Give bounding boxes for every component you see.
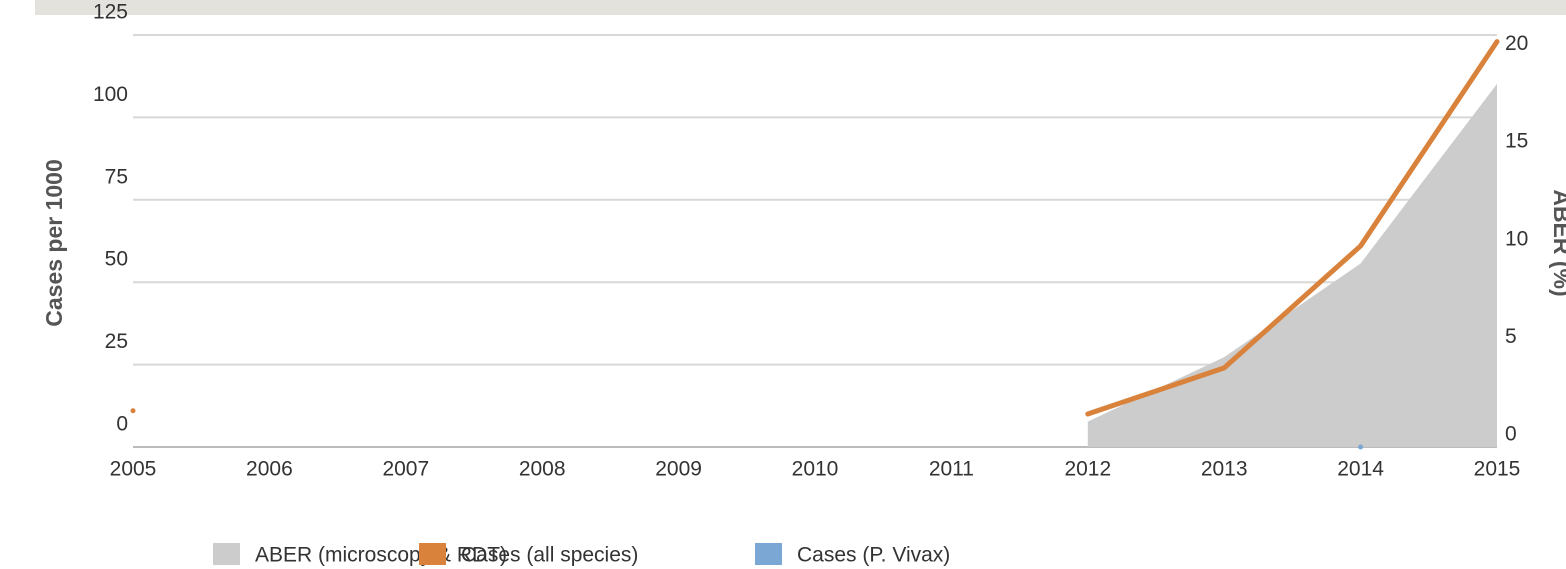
- y-tick-label: 0: [116, 413, 128, 436]
- x-tick-label: 2014: [1337, 458, 1384, 481]
- y-tick-label: 25: [105, 330, 128, 353]
- y-axis-title: Cases per 1000: [41, 159, 67, 327]
- x-tick-label: 2015: [1474, 458, 1521, 481]
- x-tick-label: 2009: [655, 458, 702, 481]
- y-tick-label: 50: [105, 248, 128, 271]
- y2-tick-label: 10: [1505, 227, 1528, 250]
- y2-tick-label: 15: [1505, 130, 1528, 153]
- y2-tick-label: 5: [1505, 325, 1517, 348]
- title-banner: [35, 0, 1566, 15]
- x-tick-label: 2008: [519, 458, 566, 481]
- x-tick-label: 2013: [1201, 458, 1248, 481]
- legend-swatch: [213, 543, 240, 565]
- x-tick-label: 2010: [792, 458, 839, 481]
- legend-label: Cases (all species): [461, 544, 638, 567]
- y-tick-label: 100: [93, 83, 128, 106]
- y2-axis-title: ABER (%): [1549, 189, 1566, 296]
- line: [130, 39, 1500, 417]
- x-tick-label: 2011: [929, 458, 974, 481]
- y2-tick-label: 0: [1505, 423, 1517, 446]
- legend-label: Cases (P. Vivax): [797, 544, 950, 567]
- legend-swatch: [419, 543, 446, 565]
- y2-tick-label: 20: [1505, 32, 1528, 55]
- x-tick-label: 2012: [1064, 458, 1111, 481]
- x-tick-label: 2005: [110, 458, 157, 481]
- area: [1087, 83, 1497, 448]
- y-tick-label: 75: [105, 165, 128, 188]
- y-tick-label: 125: [93, 1, 128, 24]
- x-tick-label: 2006: [246, 458, 293, 481]
- x-tick-label: 2007: [382, 458, 429, 481]
- legend-swatch: [755, 543, 782, 565]
